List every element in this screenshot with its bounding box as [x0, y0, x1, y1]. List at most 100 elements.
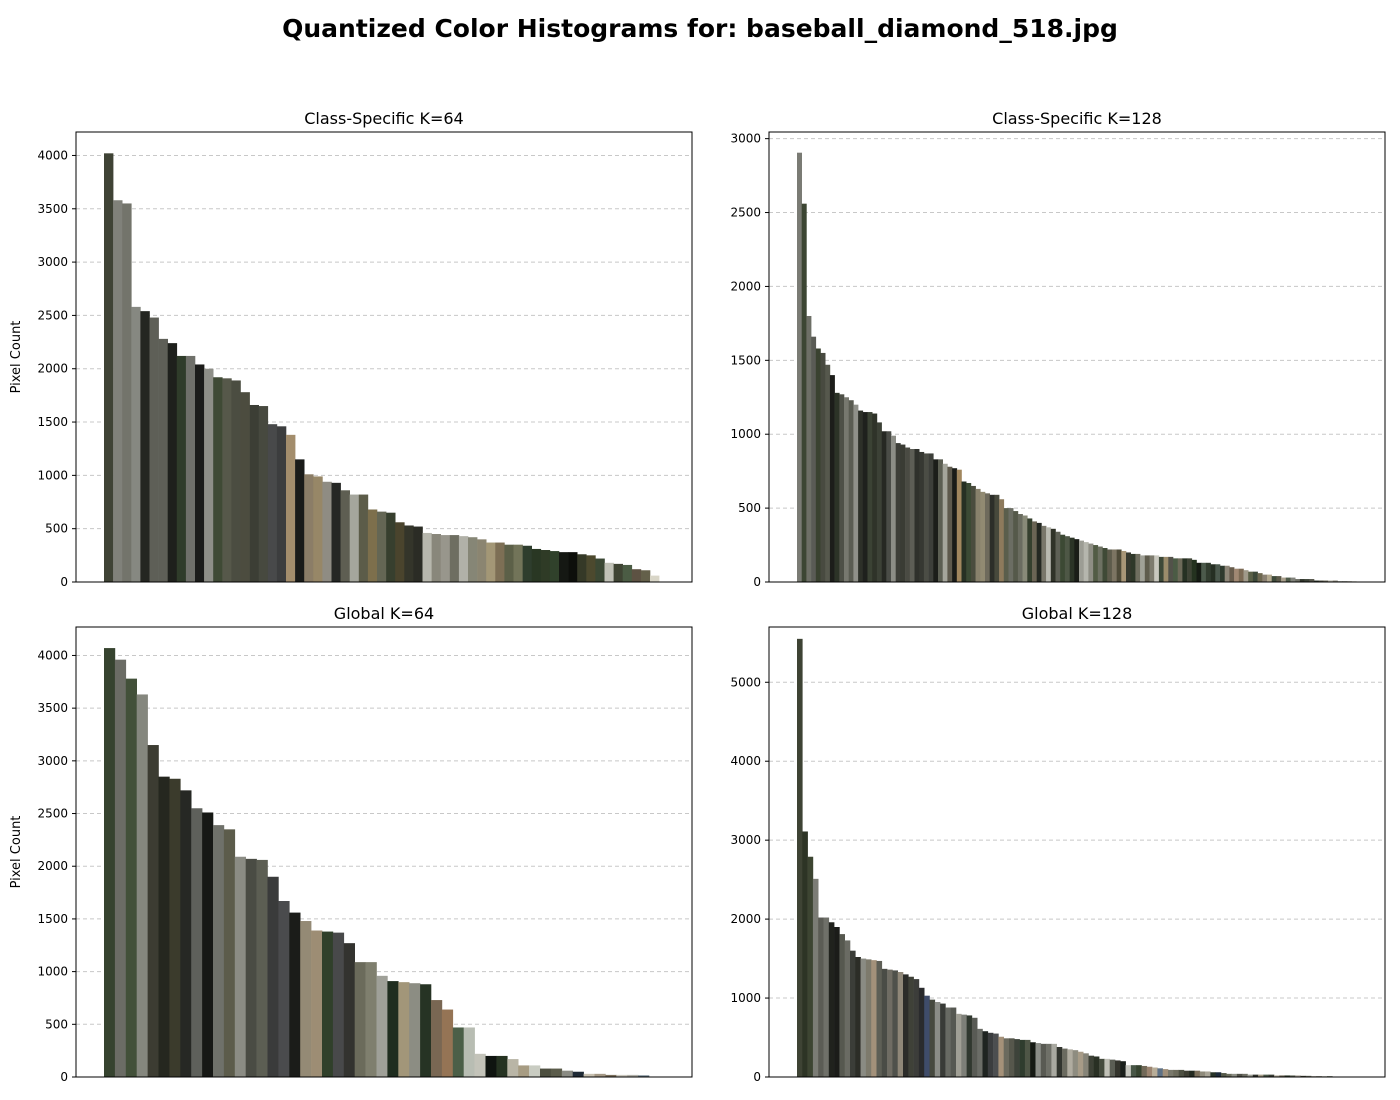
subplot-title: Global K=128	[1022, 604, 1133, 623]
histogram-bar	[1157, 1068, 1163, 1077]
histogram-bar	[650, 575, 660, 582]
histogram-bar	[1332, 580, 1338, 582]
histogram-bar	[1046, 527, 1052, 582]
histogram-bar	[1144, 555, 1150, 582]
histogram-bar	[1014, 1039, 1020, 1077]
histogram-bar	[1069, 537, 1075, 582]
histogram-bar	[286, 434, 296, 582]
y-tick-label: 4000	[37, 648, 68, 662]
histogram-bar	[1055, 531, 1061, 582]
histogram-bar	[970, 485, 976, 582]
y-tick-label: 3000	[730, 833, 761, 847]
histogram-bar	[1074, 539, 1080, 582]
histogram-bar	[404, 525, 414, 582]
histogram-bar	[1140, 555, 1146, 582]
histogram-bar	[887, 969, 893, 1077]
histogram-bar	[862, 412, 868, 582]
histogram-bar	[1242, 1073, 1248, 1077]
histogram-bar	[1022, 515, 1028, 582]
histogram-bar	[811, 336, 817, 582]
histogram-bar	[956, 469, 962, 582]
y-tick-label: 3500	[37, 202, 68, 216]
histogram-bar	[839, 394, 845, 582]
subplot-title: Global K=64	[334, 604, 434, 623]
y-axis-label: Pixel Count	[9, 321, 24, 394]
histogram-bar	[613, 563, 623, 582]
y-tick-label: 1000	[37, 468, 68, 482]
histogram-bar	[1116, 549, 1122, 582]
histogram-bar	[956, 1013, 962, 1077]
histogram-bar	[828, 922, 835, 1077]
histogram-bar	[1136, 1065, 1142, 1077]
histogram-bar	[1183, 1070, 1190, 1077]
histogram-bar	[113, 200, 123, 582]
histogram-bar	[486, 542, 496, 582]
y-tick-label: 2500	[37, 308, 68, 322]
histogram-bar	[858, 410, 864, 582]
histogram-bar	[420, 984, 432, 1077]
histogram-bar	[1205, 1071, 1211, 1077]
histogram-bar	[441, 1009, 454, 1077]
histogram-bar	[1120, 1061, 1126, 1077]
histogram-bar	[561, 1070, 573, 1077]
histogram-bar	[1017, 514, 1023, 582]
histogram-bar	[583, 1073, 595, 1077]
histogram-bar	[994, 494, 1000, 582]
histogram-bar	[825, 364, 831, 582]
histogram-bar	[332, 932, 345, 1077]
histogram-bar	[1276, 576, 1282, 582]
histogram-bar	[202, 812, 214, 1077]
histogram-bar	[881, 968, 888, 1077]
histogram-bar	[540, 1068, 552, 1077]
histogram-bar	[1226, 1073, 1232, 1077]
histogram-bar	[1067, 1049, 1073, 1077]
histogram-bar	[1199, 1071, 1206, 1077]
histogram-bar	[1210, 564, 1216, 582]
histogram-bar	[540, 550, 551, 582]
histogram-bar	[1281, 577, 1287, 582]
histogram-bar	[1279, 1075, 1285, 1077]
histogram-bar	[933, 459, 939, 582]
histogram-bar	[1247, 1074, 1254, 1077]
class-specific-k64-panel: 0 500 1000 1500 2000 2500 3000 3500 4000 Class-Sp…	[9, 109, 693, 589]
histogram-bar	[169, 778, 181, 1077]
histogram-bar	[185, 355, 196, 582]
y-tick-label: 1500	[730, 353, 761, 367]
histogram-bar	[367, 509, 378, 582]
histogram-bar	[513, 544, 523, 582]
histogram-bar	[304, 474, 314, 582]
histogram-bar	[568, 552, 578, 582]
histogram-bar	[1046, 1043, 1052, 1077]
histogram-bar	[463, 1027, 475, 1077]
histogram-bar	[331, 482, 341, 582]
histogram-bar	[891, 435, 896, 582]
histogram-bar	[818, 917, 824, 1077]
histogram-bar	[529, 1065, 541, 1077]
histogram-bar	[191, 808, 203, 1077]
histogram-bar	[1267, 574, 1272, 582]
histogram-bar	[1196, 562, 1202, 582]
histogram-bar	[1135, 553, 1141, 582]
histogram-bar	[1130, 553, 1136, 582]
histogram-bar	[1009, 1038, 1015, 1077]
histogram-bar	[1289, 1075, 1296, 1077]
histogram-bar	[909, 448, 915, 582]
histogram-bar	[1093, 1056, 1100, 1077]
histogram-bar	[1295, 1075, 1301, 1077]
histogram-bar	[928, 453, 934, 582]
y-tick-label: 2500	[730, 206, 761, 220]
global-k128-panel: 0 1000 2000 3000 4000 5000 Global K=128	[730, 604, 1386, 1084]
histogram-bar	[358, 494, 369, 582]
y-tick-label: 2500	[37, 807, 68, 821]
histogram-bar	[549, 551, 560, 582]
histogram-bar	[213, 825, 225, 1077]
histogram-bar	[961, 1014, 967, 1077]
histogram-bar	[398, 982, 410, 1077]
y-tick-label: 2000	[730, 912, 761, 926]
histogram-bar	[449, 535, 460, 582]
histogram-bar	[1109, 1059, 1116, 1077]
histogram-bar	[267, 424, 278, 582]
histogram-bar	[844, 397, 849, 582]
histogram-bar	[1064, 536, 1070, 582]
histogram-bar	[322, 481, 332, 582]
